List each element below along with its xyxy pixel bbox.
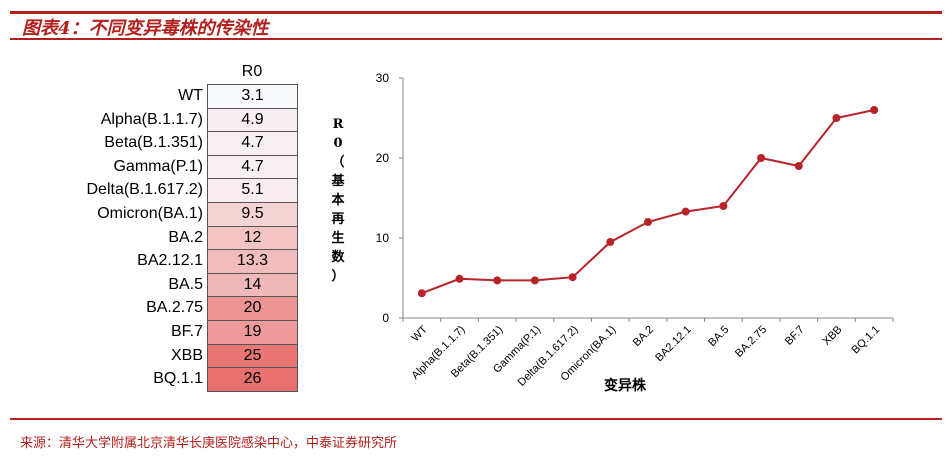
r0-cell: 12 — [207, 225, 298, 250]
y-axis-label-char: 再 — [331, 212, 345, 227]
row-label: BQ.1.1 — [153, 370, 203, 388]
data-point — [644, 218, 652, 226]
row-label: Beta(B.1.351) — [104, 134, 203, 152]
row-label: Delta(B.1.617.2) — [86, 181, 203, 199]
row-label: BA.2 — [168, 228, 203, 246]
row-label: Gamma(P.1) — [113, 157, 203, 175]
y-tick-label: 10 — [376, 231, 390, 245]
data-point — [568, 273, 577, 282]
data-point — [719, 202, 728, 210]
x-tick-label: BQ.1.1 — [850, 324, 883, 357]
r0-cell: 13.3 — [207, 249, 298, 273]
footer-rule — [10, 418, 942, 420]
x-tick-label: BA.2.75 — [733, 324, 769, 360]
y-tick-label: 30 — [376, 71, 390, 85]
y-axis-label-char: （ — [331, 155, 345, 170]
data-point — [794, 162, 803, 170]
y-tick-label: 0 — [382, 311, 389, 325]
r0-cell: 4.7 — [207, 131, 298, 155]
row-label: BF.7 — [170, 323, 203, 340]
y-axis-label-char: 生 — [331, 231, 345, 246]
row-label: BA.5 — [168, 275, 203, 293]
series-line — [421, 109, 875, 295]
x-tick-label: WT — [409, 323, 430, 344]
data-point — [832, 114, 841, 122]
y-axis-label: R 0 （ 基本再生数 ） — [330, 115, 346, 286]
y-axis-label-char: 基 — [331, 174, 345, 189]
data-point — [757, 154, 766, 162]
row-label: XBB — [170, 346, 203, 364]
row-label: WT — [178, 87, 203, 104]
title-top-rule — [10, 11, 942, 14]
data-point — [493, 276, 502, 285]
x-tick-label: BA.2 — [631, 324, 656, 349]
r0-cell: 26 — [207, 367, 298, 392]
r0-cell: 20 — [207, 296, 298, 320]
figure-title: 图表4：不同变异毒株的传染性 — [22, 18, 269, 39]
data-point — [606, 238, 615, 246]
r0-cell: 5.1 — [207, 178, 298, 202]
y-axis-label-char: 数 — [331, 250, 345, 265]
data-point — [455, 274, 464, 283]
r0-cell: 3.1 — [207, 84, 298, 108]
row-label: Omicron(BA.1) — [97, 205, 203, 222]
x-axis-label: 变异株 — [604, 377, 647, 394]
r0-cell: 19 — [207, 320, 298, 344]
row-label: BA.2.75 — [146, 299, 203, 317]
x-tick-label: XBB — [821, 324, 845, 348]
r0-cell: 25 — [207, 343, 298, 368]
title-bottom-rule — [10, 38, 942, 40]
x-tick-label: BF.7 — [783, 324, 807, 348]
r0-cell: 4.9 — [207, 107, 298, 132]
y-axis-label-char: R — [332, 117, 344, 132]
r0-cell: 9.5 — [207, 202, 298, 226]
r0-cell: 14 — [207, 272, 298, 297]
y-axis-label-char: 0 — [333, 136, 343, 151]
data-point — [530, 276, 539, 285]
data-point — [417, 289, 426, 298]
table-header: R0 — [241, 63, 263, 80]
source-note: 来源：清华大学附属北京清华长庚医院感染中心，中泰证券研究所 — [20, 436, 398, 451]
x-tick-label: BA2.12.1 — [653, 324, 693, 364]
y-axis-label-char: 本 — [331, 193, 345, 208]
row-label: Alpha(B.1.1.7) — [100, 110, 203, 128]
y-tick-label: 20 — [376, 151, 390, 165]
data-point — [870, 106, 879, 114]
row-label: BA2.12.1 — [137, 252, 203, 270]
data-point — [681, 207, 690, 216]
x-tick-label: BA.5 — [706, 324, 731, 349]
y-axis-label-char: ） — [331, 269, 345, 284]
r0-cell: 4.7 — [207, 154, 298, 179]
